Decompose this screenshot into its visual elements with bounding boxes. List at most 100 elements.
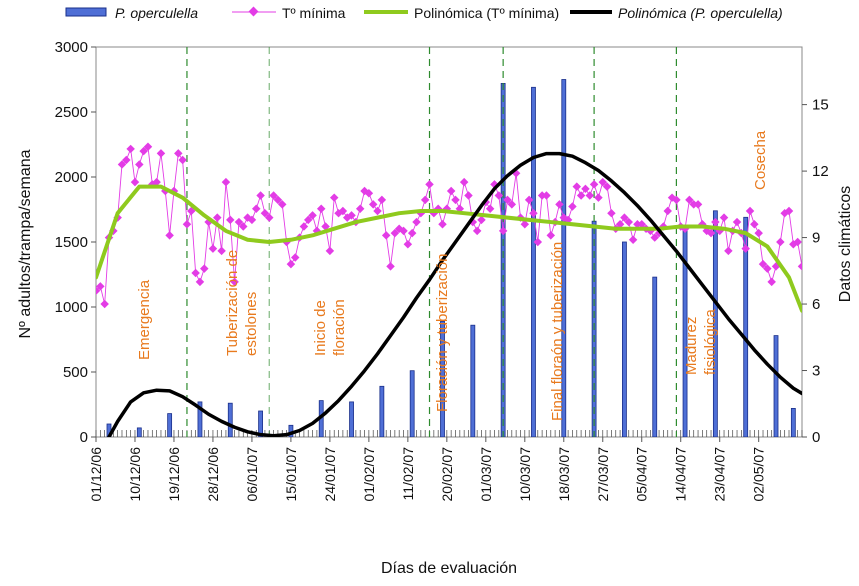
bar-series bbox=[106, 79, 796, 437]
temp-point bbox=[308, 211, 317, 220]
legend-label-bars: P. operculella bbox=[115, 5, 198, 21]
temp-point bbox=[368, 200, 378, 209]
bar bbox=[440, 320, 445, 437]
temp-point bbox=[122, 155, 131, 165]
temp-point bbox=[494, 191, 504, 200]
temp-point bbox=[226, 215, 235, 225]
bar bbox=[409, 370, 415, 437]
stage-annotations: Emergencia Tuberización de estolones Ini… bbox=[136, 130, 769, 421]
stage-inicio-floracion-1: Inicio de bbox=[312, 300, 329, 356]
y-tick-label: 0 bbox=[80, 429, 88, 446]
x-tick-label: 05/04/07 bbox=[634, 447, 650, 502]
y2-axis-title: Datos climáticos bbox=[837, 186, 854, 302]
x-axis-title: Días de evaluación bbox=[381, 560, 517, 577]
temp-trend-line bbox=[96, 184, 802, 313]
x-tick-label: 01/02/07 bbox=[361, 447, 377, 502]
stage-floracion-tuberizacion: Floración y tuberización bbox=[434, 254, 451, 412]
temp-point bbox=[156, 149, 166, 158]
x-tick-label: 19/12/06 bbox=[166, 447, 182, 502]
y-tick-label: 2000 bbox=[55, 169, 88, 186]
temp-point bbox=[256, 191, 265, 200]
temp-point bbox=[585, 191, 595, 200]
temp-point bbox=[299, 222, 309, 231]
temp-point bbox=[178, 155, 187, 165]
temp-point bbox=[741, 244, 750, 253]
y2-tick-label: 15 bbox=[812, 97, 829, 114]
temp-point bbox=[239, 222, 248, 231]
y-axis-left: 0 500 1000 1500 2000 2500 3000 bbox=[55, 39, 96, 446]
stage-madurez-2: fisiológica bbox=[702, 308, 719, 375]
temp-point bbox=[386, 262, 395, 271]
temp-point bbox=[130, 177, 140, 187]
y-axis-title: Nº adultos/trampa/semana bbox=[17, 149, 34, 338]
temp-point bbox=[412, 217, 421, 227]
y2-tick-label: 12 bbox=[812, 163, 829, 180]
x-tick-label: 06/01/07 bbox=[244, 447, 260, 502]
temp-point bbox=[407, 228, 417, 238]
bar bbox=[258, 410, 263, 437]
x-tick-label: 01/03/07 bbox=[478, 447, 494, 502]
temp-point bbox=[693, 200, 703, 209]
x-tick-label: 15/01/07 bbox=[283, 447, 299, 502]
bar bbox=[227, 402, 233, 437]
y2-tick-label: 0 bbox=[812, 429, 820, 446]
temp-point bbox=[663, 206, 672, 216]
temp-point bbox=[572, 182, 582, 191]
x-tick-label: 14/04/07 bbox=[673, 447, 689, 502]
y-axis-right: 0 3 6 9 12 15 bbox=[802, 97, 829, 446]
x-tick-label: 28/12/06 bbox=[205, 447, 221, 502]
temp-point bbox=[355, 204, 365, 214]
temp-point bbox=[763, 264, 772, 273]
temp-point bbox=[529, 208, 538, 218]
temp-point bbox=[750, 220, 759, 229]
pest-trend-series bbox=[107, 151, 802, 437]
temp-point bbox=[290, 253, 300, 262]
temp-point bbox=[498, 226, 508, 236]
x-axis: 01/12/06 10/12/06 19/12/06 28/12/06 06/01/07… bbox=[88, 437, 767, 502]
temp-point bbox=[425, 180, 434, 189]
temp-trend-series bbox=[96, 184, 802, 313]
temp-point bbox=[213, 213, 222, 222]
temp-point bbox=[724, 246, 733, 256]
temp-point bbox=[719, 213, 729, 222]
x-tick-label: 20/02/07 bbox=[439, 447, 455, 502]
temp-point bbox=[338, 206, 348, 216]
x-tick-label: 10/03/07 bbox=[517, 447, 533, 502]
y-tick-label: 3000 bbox=[55, 39, 88, 56]
temp-point bbox=[165, 231, 174, 240]
temp-point bbox=[265, 213, 274, 222]
temp-point bbox=[143, 142, 153, 151]
temp-point bbox=[96, 282, 105, 291]
legend-temp-marker bbox=[248, 6, 259, 17]
legend-label-temp-trend: Polinómica (Tº mínima) bbox=[414, 5, 559, 21]
temp-point bbox=[607, 208, 616, 218]
x-tick-label: 01/12/06 bbox=[88, 447, 104, 502]
legend-label-pest-trend: Polinómica (P. operculella) bbox=[618, 5, 783, 21]
legend-bar-swatch bbox=[65, 7, 107, 17]
temp-point bbox=[628, 235, 638, 245]
x-tick-label: 02/05/07 bbox=[751, 447, 767, 502]
temp-point bbox=[152, 177, 161, 187]
temp-point bbox=[117, 160, 127, 169]
bar bbox=[652, 276, 658, 437]
temp-point bbox=[286, 259, 296, 269]
x-tick-label: 27/03/07 bbox=[595, 447, 611, 502]
bar bbox=[349, 401, 354, 437]
temp-point bbox=[303, 215, 313, 225]
temp-point bbox=[278, 200, 287, 209]
temp-point bbox=[325, 246, 335, 256]
stage-cosecha: Cosecha bbox=[752, 130, 769, 190]
y2-tick-label: 9 bbox=[812, 230, 820, 247]
temp-point bbox=[594, 193, 603, 202]
temp-point bbox=[234, 217, 244, 227]
temp-point bbox=[329, 193, 339, 202]
temp-point bbox=[217, 246, 226, 256]
bar bbox=[561, 79, 567, 437]
x-tick-label: 24/01/07 bbox=[322, 447, 338, 502]
bar bbox=[470, 324, 476, 437]
temp-point bbox=[195, 277, 205, 287]
temp-point bbox=[451, 195, 460, 205]
temp-point bbox=[576, 191, 586, 200]
